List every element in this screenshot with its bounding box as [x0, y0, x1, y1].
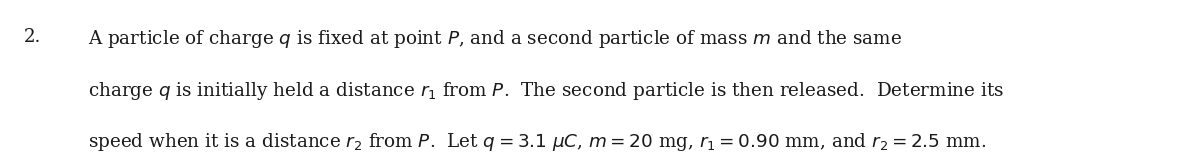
- Text: charge $q$ is initially held a distance $r_1$ from $P$.  The second particle is : charge $q$ is initially held a distance …: [88, 80, 1004, 102]
- Text: A particle of charge $q$ is fixed at point $P$, and a second particle of mass $m: A particle of charge $q$ is fixed at poi…: [88, 28, 902, 50]
- Text: speed when it is a distance $r_2$ from $P$.  Let $q = 3.1~\mu C$, $m = 20$ mg, $: speed when it is a distance $r_2$ from $…: [88, 131, 986, 153]
- Text: 2.: 2.: [24, 28, 41, 46]
